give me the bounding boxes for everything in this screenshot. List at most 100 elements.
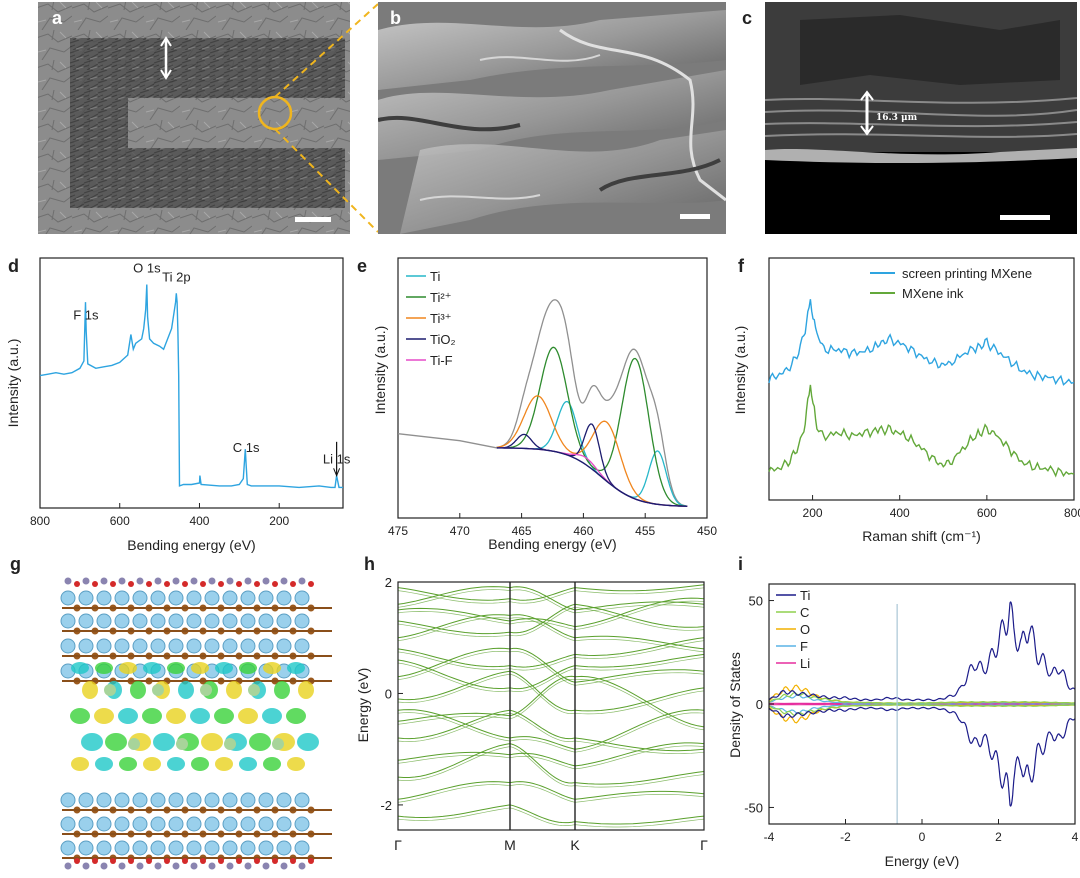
ti-atom — [96, 816, 112, 832]
charge-density-lobe — [81, 733, 103, 751]
o-atom — [128, 581, 134, 587]
band-line — [398, 678, 704, 731]
ti-atom — [114, 792, 130, 808]
band-line — [398, 647, 704, 683]
chart-e-xlabel: Bending energy (eV) — [488, 536, 616, 552]
ti-atom — [186, 840, 202, 856]
ti-atom — [204, 840, 220, 856]
f-atom — [154, 862, 162, 870]
ti-atom — [276, 638, 292, 654]
ti-atom — [276, 613, 292, 629]
band-line — [398, 743, 704, 785]
f-atom — [226, 577, 234, 585]
chart-h-frame — [397, 581, 705, 831]
ti-atom — [132, 613, 148, 629]
panel-b-scale-bar — [680, 214, 710, 219]
chart-i-legend-label: Li — [800, 656, 810, 671]
band-line — [398, 650, 704, 686]
charge-density-lobe — [95, 757, 113, 771]
f-atom — [298, 862, 306, 870]
charge-density-lobe — [263, 757, 281, 771]
o-atom — [146, 581, 152, 587]
charge-density-lobe — [249, 733, 271, 751]
chart-i-y-tick-label: 50 — [749, 594, 763, 609]
ti-atom — [96, 613, 112, 629]
chart-h-bands — [398, 584, 704, 828]
ti-atom — [96, 792, 112, 808]
chart-h-kpoint-label: M — [504, 837, 516, 853]
ti-atom — [204, 638, 220, 654]
ti-atom — [258, 613, 274, 629]
chart-h-kpoint-label: Γ — [394, 837, 402, 853]
ti-atom — [132, 816, 148, 832]
o-atom — [290, 858, 296, 864]
li-atom — [104, 684, 116, 696]
chart-i-legend-label: C — [800, 605, 809, 620]
f-atom — [280, 577, 288, 585]
o-atom — [146, 858, 152, 864]
f-atom — [244, 577, 252, 585]
charge-density-lobe — [262, 708, 282, 724]
band-line — [398, 597, 704, 628]
f-atom — [262, 577, 270, 585]
charge-density-lobe — [226, 681, 242, 699]
chart-f-legend-label: screen printing MXene — [902, 266, 1032, 281]
chart-e-series-2 — [496, 346, 688, 507]
o-atom — [272, 858, 278, 864]
chart-e-x-tick-label: 455 — [635, 524, 655, 538]
ti-atom — [222, 792, 238, 808]
charge-density-lobe — [95, 662, 113, 674]
chart-e-x-tick-label: 450 — [697, 524, 717, 538]
o-atom — [200, 581, 206, 587]
ti-atom — [294, 638, 310, 654]
chart-i-y-tick-label: -50 — [744, 800, 763, 815]
chart-f-ylabel: Intensity (a.u.) — [732, 326, 748, 415]
chart-e-legend-label: Ti³⁺ — [430, 311, 452, 326]
panel-label-a: a — [52, 8, 63, 28]
band-line — [398, 742, 704, 767]
ti-atom — [114, 638, 130, 654]
charge-density-lobe — [215, 662, 233, 674]
chart-d-peak-label: Ti 2p — [162, 269, 190, 284]
ti-atom — [96, 590, 112, 606]
chart-f-xlabel: Raman shift (cm⁻¹) — [862, 528, 981, 544]
ti-atom — [258, 590, 274, 606]
panel-c-scale-bar — [1000, 215, 1050, 220]
panel-label-h: h — [364, 554, 375, 574]
f-atom — [154, 577, 162, 585]
panel-label-d: d — [8, 256, 19, 276]
band-line — [398, 784, 704, 803]
charge-density-lobe — [153, 733, 175, 751]
charge-density-lobe — [142, 708, 162, 724]
charge-density-lobe — [118, 708, 138, 724]
chart-h-ylabel: Energy (eV) — [355, 668, 371, 743]
o-atom — [182, 581, 188, 587]
ti-atom — [294, 840, 310, 856]
chart-i-legend-label: Ti — [800, 588, 810, 603]
chart-i-x-tick-label: 0 — [919, 830, 926, 844]
li-atom — [128, 738, 140, 750]
ti-atom — [168, 792, 184, 808]
chart-h-y-tick-label: 2 — [385, 575, 392, 590]
ti-atom — [150, 816, 166, 832]
o-atom — [164, 858, 170, 864]
ti-atom — [150, 613, 166, 629]
ti-atom — [204, 816, 220, 832]
o-atom — [110, 858, 116, 864]
chart-d-peak-label: C 1s — [233, 440, 260, 455]
chart-e-x-tick-label: 460 — [573, 524, 593, 538]
ti-atom — [60, 816, 76, 832]
band-line — [398, 712, 704, 753]
chart-e-x-tick-label: 465 — [512, 524, 532, 538]
ti-atom — [78, 840, 94, 856]
panel-label-e: e — [357, 256, 367, 276]
o-atom — [92, 581, 98, 587]
f-atom — [226, 862, 234, 870]
f-atom — [208, 862, 216, 870]
chart-e-legend-label: Ti-F — [430, 353, 453, 368]
ti-atom — [186, 638, 202, 654]
o-atom — [92, 858, 98, 864]
chart-f-x-tick-label: 400 — [890, 506, 910, 520]
f-atom — [82, 577, 90, 585]
chart-f-frame — [768, 257, 1075, 501]
